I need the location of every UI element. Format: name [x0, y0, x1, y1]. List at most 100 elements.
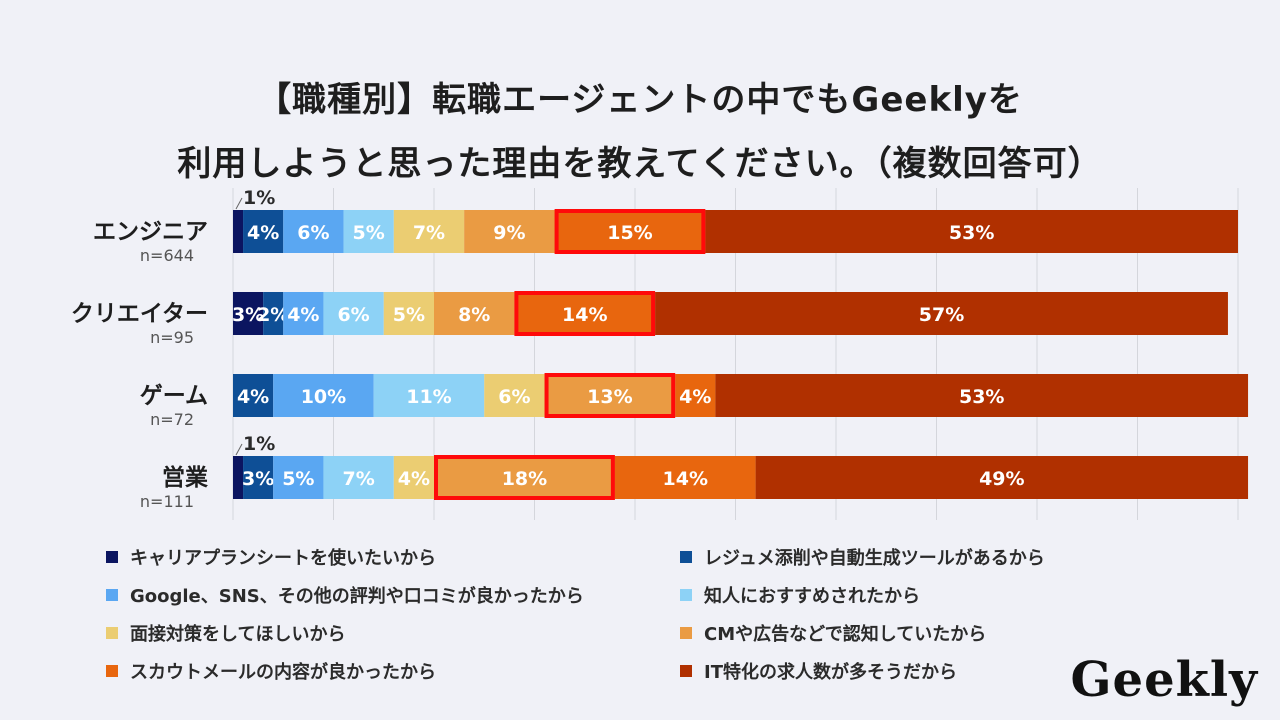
- data-label: 53%: [959, 386, 1004, 408]
- bar-segment: [393, 210, 465, 253]
- data-label: 4%: [398, 468, 430, 490]
- bar-segment: [434, 456, 615, 499]
- bar-segment: [514, 292, 656, 335]
- legend-swatch: [680, 551, 692, 563]
- highlight-box: [434, 455, 615, 500]
- chart-title-line1: 【職種別】転職エージェントの中でもGeeklyを: [257, 80, 1023, 120]
- highlight-box: [554, 209, 706, 254]
- data-label: 9%: [493, 222, 525, 244]
- bar-segment: [434, 292, 515, 335]
- bar-segment: [323, 456, 394, 499]
- category-label: ゲーム: [140, 383, 208, 409]
- data-label: 8%: [458, 304, 490, 326]
- data-label: 49%: [979, 468, 1024, 490]
- bar-segment: [544, 374, 676, 417]
- legend-label: 面接対策をしてほしいから: [130, 624, 346, 645]
- data-label: 4%: [287, 304, 319, 326]
- legend-item: Google、SNS、その他の評判や口コミが良かったから: [106, 582, 584, 608]
- bar-segment: [273, 374, 374, 417]
- sample-size-label: n=72: [150, 410, 194, 429]
- data-label: 7%: [413, 222, 445, 244]
- legend-label: IT特化の求人数が多そうだから: [704, 662, 957, 683]
- legend-item: 知人におすすめされたから: [680, 582, 920, 608]
- highlight-box: [514, 291, 656, 336]
- data-label: 6%: [498, 386, 530, 408]
- bar-segment: [323, 292, 384, 335]
- data-label: 6%: [297, 222, 329, 244]
- bar-segment: [383, 292, 434, 335]
- data-label-outside: 1%: [243, 433, 275, 455]
- category-label: 営業: [162, 464, 209, 491]
- bar-segment: [283, 292, 324, 335]
- legend-swatch: [106, 551, 118, 563]
- leader-line: [235, 443, 243, 456]
- legend-swatch: [680, 665, 692, 677]
- bar-segment: [464, 210, 555, 253]
- data-label: 13%: [587, 386, 632, 408]
- legend-item: IT特化の求人数が多そうだから: [680, 658, 957, 684]
- bar-segment: [705, 210, 1238, 253]
- legend-label: レジュメ添削や自動生成ツールがあるから: [704, 548, 1045, 569]
- legend-swatch: [680, 627, 692, 639]
- bar-segment: [484, 374, 545, 417]
- legend-swatch: [680, 589, 692, 601]
- bar-segment: [554, 210, 706, 253]
- leader-line: [235, 197, 243, 210]
- bar-segment: [655, 292, 1228, 335]
- bar-segment: [715, 374, 1249, 417]
- legend-item: レジュメ添削や自動生成ツールがあるから: [680, 544, 1045, 570]
- data-label: 2%: [257, 304, 289, 326]
- bar-segment: [233, 456, 244, 499]
- data-label: 11%: [406, 386, 451, 408]
- data-label: 3%: [232, 304, 264, 326]
- bar-segment: [283, 210, 344, 253]
- data-label: 5%: [393, 304, 425, 326]
- sample-size-label: n=95: [150, 328, 194, 347]
- legend-swatch: [106, 627, 118, 639]
- chart-title-line2: 利用しようと思った理由を教えてください。（複数回答可）: [177, 144, 1103, 184]
- data-label: 18%: [502, 468, 547, 490]
- data-label: 6%: [337, 304, 369, 326]
- bar-segment: [233, 374, 274, 417]
- bar-segment: [343, 210, 394, 253]
- data-label: 57%: [919, 304, 964, 326]
- legend-label: スカウトメールの内容が良かったから: [130, 662, 436, 683]
- data-label: 4%: [679, 386, 711, 408]
- data-label-outside: 1%: [243, 187, 275, 209]
- data-label: 4%: [237, 386, 269, 408]
- data-label: 4%: [247, 222, 279, 244]
- legend-label: 知人におすすめされたから: [704, 586, 920, 607]
- bar-segment: [755, 456, 1249, 499]
- bar-segment: [675, 374, 716, 417]
- legend-label: キャリアプランシートを使いたいから: [130, 548, 436, 569]
- data-label: 53%: [949, 222, 994, 244]
- category-label: クリエイター: [71, 301, 208, 327]
- data-label: 5%: [353, 222, 385, 244]
- bar-segment: [393, 456, 434, 499]
- legend-label: CMや広告などで認知していたから: [704, 624, 987, 645]
- data-label: 10%: [301, 386, 346, 408]
- bar-segment: [614, 456, 756, 499]
- bar-segment: [373, 374, 485, 417]
- legend-item: 面接対策をしてほしいから: [106, 620, 345, 646]
- sample-size-label: n=111: [140, 492, 194, 511]
- geekly-logo: Geekly: [1070, 652, 1258, 708]
- legend-item: スカウトメールの内容が良かったから: [106, 658, 436, 684]
- data-label: 3%: [242, 468, 274, 490]
- legend-item: キャリアプランシートを使いたいから: [106, 544, 436, 570]
- bar-segment: [273, 456, 324, 499]
- data-label: 15%: [607, 222, 652, 244]
- bar-segment: [243, 456, 274, 499]
- data-label: 14%: [663, 468, 708, 490]
- legend-swatch: [106, 589, 118, 601]
- category-label: エンジニア: [93, 219, 208, 245]
- bar-segment: [233, 292, 264, 335]
- legend-swatch: [106, 665, 118, 677]
- data-label: 5%: [282, 468, 314, 490]
- legend-item: CMや広告などで認知していたから: [680, 620, 986, 646]
- sample-size-label: n=644: [140, 246, 194, 265]
- bar-segment: [263, 292, 284, 335]
- data-label: 7%: [342, 468, 374, 490]
- bar-segment: [233, 210, 244, 253]
